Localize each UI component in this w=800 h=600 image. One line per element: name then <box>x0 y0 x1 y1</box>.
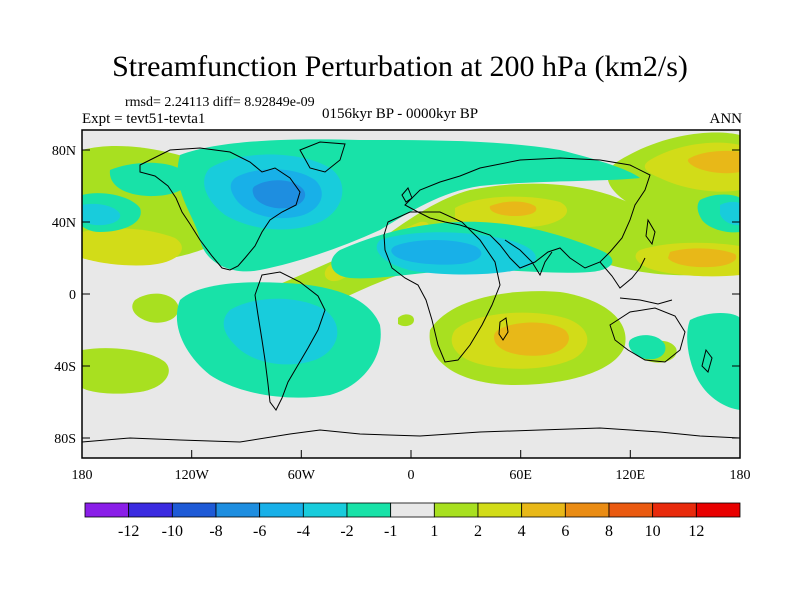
colorbar-label: -6 <box>253 523 266 540</box>
colorbar-box <box>84 502 130 518</box>
colorbar-label: 10 <box>645 523 661 540</box>
colorbar-box <box>215 502 261 518</box>
lat-label: 80S <box>54 432 76 447</box>
lon-label: 60E <box>509 468 532 483</box>
contour-south-pacific-blob <box>132 293 179 323</box>
coast-arabia-india <box>504 239 553 277</box>
colorbar-label: -2 <box>340 523 353 540</box>
coast-new-zealand <box>701 348 713 373</box>
colorbar-label: -12 <box>118 523 139 540</box>
colorbar-label: 1 <box>430 523 438 540</box>
contour-pacific-east-core-neg <box>720 201 740 226</box>
colorbar <box>84 502 741 518</box>
colorbar-box <box>128 502 173 518</box>
lon-label: 60W <box>288 468 316 483</box>
colorbar-box <box>564 502 610 518</box>
season-label: ANN <box>709 111 743 127</box>
colorbar-box <box>346 502 392 518</box>
experiment-label: Expt = tevt51-tevta1 <box>82 111 206 127</box>
colorbar-label: -1 <box>384 523 397 540</box>
lon-label: 180 <box>72 468 93 483</box>
lon-label: 120W <box>175 468 210 483</box>
lat-label: 40S <box>54 360 76 375</box>
colorbar-box <box>608 502 654 518</box>
rmsd-diff-stats: rmsd= 2.24113 diff= 8.92849e-09 <box>125 95 315 110</box>
coast-greenland <box>299 141 346 173</box>
period-label: 0156kyr BP - 0000kyr BP <box>322 106 479 122</box>
lon-ticks <box>191 450 631 458</box>
contour-europe-max <box>489 201 537 216</box>
coast-uk <box>401 187 413 203</box>
plot-title: Streamfunction Perturbation at 200 hPa (… <box>112 50 688 83</box>
colorbar-label: 8 <box>605 523 613 540</box>
coast-antarctica <box>82 427 740 443</box>
colorbar-label: -4 <box>297 523 310 540</box>
coast-japan <box>645 218 656 246</box>
coast-north-america <box>139 147 301 271</box>
contour-pacific-east-max <box>668 248 737 268</box>
coast-southeast-asia <box>599 257 646 289</box>
colorbar-box <box>433 502 479 518</box>
colorbar-label: -8 <box>209 523 222 540</box>
colorbar-label: 6 <box>561 523 569 540</box>
lat-label: 80N <box>52 144 76 159</box>
lat-label: 40N <box>52 216 76 231</box>
lon-label: 180 <box>730 468 751 483</box>
coast-indonesia <box>619 297 673 305</box>
contour-north-pacific-core <box>82 228 182 266</box>
colorbar-box <box>259 502 304 518</box>
colorbar-box <box>302 502 348 518</box>
colorbar-label: 2 <box>474 523 482 540</box>
lat-ticks <box>82 149 740 439</box>
colorbar-label: -10 <box>162 523 183 540</box>
coastlines <box>82 141 740 443</box>
contour-australia-south <box>628 335 666 360</box>
coast-australia <box>609 307 686 363</box>
contour-south-atlantic-west <box>82 348 169 394</box>
contour-siberia-max <box>687 150 740 174</box>
contour-tiny-atlantic <box>398 314 414 327</box>
colorbar-box <box>652 502 697 518</box>
contour-north-pacific-west-core <box>82 203 121 226</box>
lon-label: 120E <box>616 468 646 483</box>
colorbar-box <box>171 502 217 518</box>
colorbar-labels: -12 -10 -8 -6 -4 -2 -1 1 2 4 6 8 10 12 <box>118 523 704 540</box>
contour-south-america-core <box>223 298 338 365</box>
colorbar-box <box>521 502 566 518</box>
colorbar-box <box>390 502 435 518</box>
contour-north-america-min <box>252 180 306 209</box>
colorbar-label: 12 <box>688 523 704 540</box>
coast-south-america <box>254 271 326 411</box>
contour-indian-max <box>494 322 569 356</box>
colorbar-box <box>477 502 523 518</box>
colorbar-box <box>695 502 741 518</box>
contour-africa-inner <box>391 240 482 265</box>
map-area <box>82 130 740 458</box>
lat-label: 0 <box>69 288 76 303</box>
colorbar-label: 4 <box>518 523 526 540</box>
coast-madagascar <box>498 317 509 341</box>
contour-new-zealand-east <box>687 313 740 410</box>
lon-label: 0 <box>408 468 415 483</box>
